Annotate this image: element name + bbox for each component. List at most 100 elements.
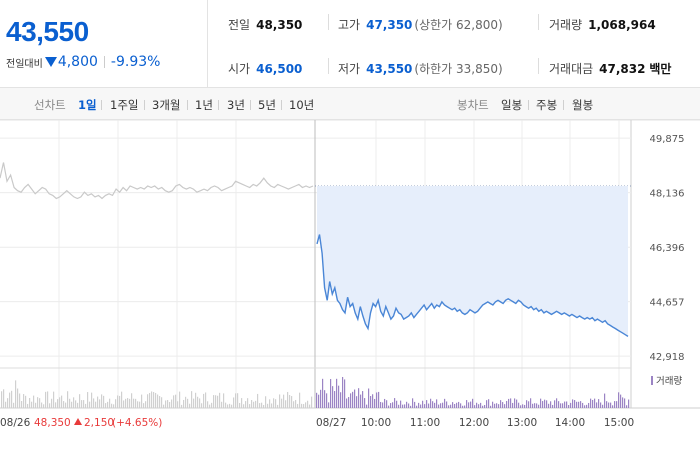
volume-bar	[211, 402, 213, 408]
volume-bar	[614, 401, 616, 408]
volume-bar	[75, 400, 77, 408]
volume-bar	[231, 404, 233, 408]
tab-weekly-candle[interactable]: 주봉	[536, 98, 558, 112]
tab-1y[interactable]: 1년	[195, 98, 213, 112]
volume-bar	[275, 399, 277, 408]
x-tick-label: 10:00	[361, 417, 391, 429]
tab-1w[interactable]: 1주일	[110, 98, 139, 112]
stat-unit: 백만	[649, 62, 672, 76]
volume-bar	[520, 405, 522, 408]
volume-bar	[388, 405, 390, 408]
volume-bar	[59, 397, 61, 408]
volume-bar	[442, 402, 444, 408]
tab-monthly-candle[interactable]: 월봉	[572, 98, 594, 112]
volume-bar	[29, 398, 31, 408]
volume-bar	[55, 402, 57, 408]
volume-bar	[143, 403, 145, 408]
volume-bar	[13, 402, 15, 408]
volume-bar	[167, 399, 169, 408]
volume-bar	[3, 389, 5, 408]
volume-legend-label: 거래량	[656, 375, 682, 387]
volume-bar	[502, 402, 504, 408]
volume-bar	[528, 401, 530, 408]
volume-bar	[420, 404, 422, 408]
volume-bar	[51, 398, 53, 408]
price-chart-svg: 49,875 48,136 46,396 44,657 42,918 거래량 08/26 48…	[0, 119, 700, 429]
volume-bar	[175, 394, 177, 408]
volume-bar	[129, 398, 131, 408]
chart-period-tabs: 선차트 1일 1주일 3개월 1년 3년 5년 10년 봉차트 일봉 주봉 월봉	[0, 88, 700, 120]
tab-daily-candle[interactable]: 일봉	[501, 98, 523, 112]
change-rate: -9.93%	[110, 54, 161, 70]
volume-bar	[372, 394, 374, 408]
quote-stats: 전일 48,350 고가 47,350 (상한가 62,800) 거래량 1,068,9…	[208, 0, 700, 88]
prev-day-rate-note: (+4.65%)	[112, 417, 162, 429]
volume-bar	[470, 401, 472, 408]
volume-bar	[560, 403, 562, 408]
volume-bar	[466, 400, 468, 408]
volume-bar	[564, 401, 566, 408]
volume-bar	[207, 401, 209, 408]
price-chart[interactable]: 49,875 48,136 46,396 44,657 42,918 거래량 08/26 48…	[0, 119, 700, 450]
volume-bar	[303, 404, 305, 408]
volume-bar	[71, 401, 73, 408]
up-triangle-icon	[74, 418, 82, 425]
volume-bar	[492, 401, 494, 408]
volume-bar	[269, 399, 271, 408]
volume-bar	[245, 401, 247, 408]
volume-bar	[504, 404, 506, 408]
volume-bar	[299, 392, 301, 408]
volume-bar	[111, 403, 113, 408]
volume-bar	[209, 404, 211, 408]
volume-bar	[233, 397, 235, 408]
volume-bar	[356, 396, 358, 408]
volume-bar	[169, 401, 171, 408]
volume-bar	[309, 404, 311, 408]
volume-bar	[191, 391, 193, 408]
volume-bar	[508, 398, 510, 408]
volume-bar	[334, 391, 336, 408]
volume-bar	[348, 397, 350, 408]
volume-bar	[382, 402, 384, 408]
volume-bar	[187, 398, 189, 408]
volume-bar	[135, 398, 137, 408]
volume-bar	[7, 398, 9, 408]
volume-bar	[622, 397, 624, 408]
tab-5y[interactable]: 5년	[258, 98, 276, 112]
volume-bar	[289, 394, 291, 408]
volume-bar	[215, 395, 217, 408]
volume-bar	[580, 401, 582, 408]
volume-bar	[566, 401, 568, 408]
volume-bar	[11, 390, 13, 408]
volume-bar	[85, 403, 87, 408]
series-line-08-26	[0, 162, 314, 200]
volume-bar	[113, 404, 115, 408]
volume-bar	[342, 376, 344, 408]
volume-bar	[127, 398, 129, 408]
volume-bar	[125, 398, 127, 408]
volume-bar	[259, 403, 261, 408]
tab-10y[interactable]: 10년	[289, 98, 315, 112]
x-tick-label: 13:00	[507, 417, 537, 429]
x-tick-label: 15:00	[604, 417, 634, 429]
volume-bar	[340, 392, 342, 408]
volume-bar	[43, 404, 45, 408]
volume-bar	[137, 401, 139, 408]
volume-bar	[247, 398, 249, 408]
tab-1d[interactable]: 1일	[78, 98, 97, 112]
volume-bar	[267, 403, 269, 408]
volume-bar	[532, 403, 534, 408]
volume-bar	[265, 396, 267, 408]
divider	[328, 58, 329, 74]
stat-label: 시가	[228, 62, 251, 76]
volume-bar	[117, 395, 119, 408]
change-label: 전일대비	[6, 58, 43, 70]
tab-3y[interactable]: 3년	[227, 98, 245, 112]
volume-bar	[145, 401, 147, 408]
divider	[250, 100, 251, 110]
volume-bar	[510, 398, 512, 408]
volume-bar	[446, 401, 448, 408]
volume-bar	[396, 400, 398, 408]
tab-3m[interactable]: 3개월	[152, 98, 181, 112]
volume-bar	[366, 404, 368, 408]
